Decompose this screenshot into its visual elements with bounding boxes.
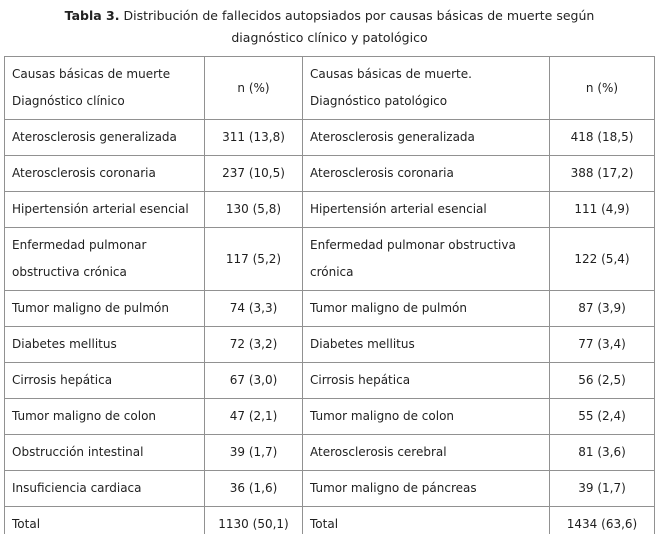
header-text: Causas básicas de muerte. — [310, 67, 472, 81]
value-cell: 117 (5,2) — [204, 227, 303, 291]
cause-cell: Tumor maligno de pulmón — [302, 290, 550, 327]
value-cell: 39 (1,7) — [549, 470, 655, 507]
header-text: Diagnóstico clínico — [12, 94, 125, 108]
caption-line-1: Tabla 3. Distribución de fallecidos auto… — [0, 5, 659, 27]
cause-cell: Insuficiencia cardiaca — [4, 470, 205, 507]
cause-cell: Enfermedad pulmonar obstructiva crónica — [302, 227, 550, 291]
cause-cell: Aterosclerosis generalizada — [4, 119, 205, 156]
cause-cell: Tumor maligno de colon — [302, 398, 550, 435]
value-cell: 122 (5,4) — [549, 227, 655, 291]
cause-cell: Tumor maligno de colon — [4, 398, 205, 435]
table-row: Tumor maligno de colon 47 (2,1) Tumor mali… — [4, 398, 655, 435]
header-pathological-diagnosis: Causas básicas de muerte. Diagnóstico pa… — [302, 56, 550, 120]
table-row: Tumor maligno de pulmón 74 (3,3) Tumor mal… — [4, 290, 655, 327]
cause-cell: Obstrucción intestinal — [4, 434, 205, 471]
cause-cell: Tumor maligno de páncreas — [302, 470, 550, 507]
value-cell: 1434 (63,6) — [549, 506, 655, 534]
header-row: Causas básicas de muerte Diagnóstico clí… — [4, 56, 655, 120]
autopsy-causes-table: Causas básicas de muerte Diagnóstico clí… — [4, 56, 655, 534]
value-cell: 130 (5,8) — [204, 191, 303, 228]
cause-cell: Total — [302, 506, 550, 534]
cause-cell: Aterosclerosis coronaria — [4, 155, 205, 192]
header-n-percent-pathological: n (%) — [549, 56, 655, 120]
table-header: Causas básicas de muerte Diagnóstico clí… — [4, 56, 655, 120]
cause-cell: Cirrosis hepática — [302, 362, 550, 399]
value-cell: 87 (3,9) — [549, 290, 655, 327]
value-cell: 311 (13,8) — [204, 119, 303, 156]
cause-cell: Diabetes mellitus — [4, 326, 205, 363]
table-caption: Tabla 3. Distribución de fallecidos auto… — [0, 0, 659, 49]
caption-line-2: diagnóstico clínico y patológico — [231, 30, 428, 45]
value-cell: 39 (1,7) — [204, 434, 303, 471]
cause-cell: Aterosclerosis generalizada — [302, 119, 550, 156]
value-cell: 55 (2,4) — [549, 398, 655, 435]
table-row: Enfermedad pulmonar obstructiva crónica 1… — [4, 227, 655, 291]
value-cell: 81 (3,6) — [549, 434, 655, 471]
cause-cell: Cirrosis hepática — [4, 362, 205, 399]
table-row: Aterosclerosis generalizada 311 (13,8) Ate… — [4, 119, 655, 156]
table-row: Aterosclerosis coronaria 237 (10,5) Ateros… — [4, 155, 655, 192]
header-n-percent-clinical: n (%) — [204, 56, 303, 120]
value-cell: 1130 (50,1) — [204, 506, 303, 534]
table-row: Obstrucción intestinal 39 (1,7) Ateroscler… — [4, 434, 655, 471]
value-cell: 72 (3,2) — [204, 326, 303, 363]
cause-cell: Hipertensión arterial esencial — [4, 191, 205, 228]
table-body: Aterosclerosis generalizada 311 (13,8) Ate… — [4, 119, 655, 534]
cause-cell: Total — [4, 506, 205, 534]
value-cell: 418 (18,5) — [549, 119, 655, 156]
value-cell: 67 (3,0) — [204, 362, 303, 399]
value-cell: 47 (2,1) — [204, 398, 303, 435]
table-row: Cirrosis hepática 67 (3,0) Cirrosis hepáti… — [4, 362, 655, 399]
table-row: Diabetes mellitus 72 (3,2) Diabetes mellit… — [4, 326, 655, 363]
value-cell: 111 (4,9) — [549, 191, 655, 228]
table-row: Insuficiencia cardiaca 36 (1,6) Tumor mali… — [4, 470, 655, 507]
value-cell: 36 (1,6) — [204, 470, 303, 507]
table-row: Hipertensión arterial esencial 130 (5,8) H… — [4, 191, 655, 228]
cause-cell: Tumor maligno de pulmón — [4, 290, 205, 327]
cause-cell: Enfermedad pulmonar obstructiva crónica — [4, 227, 205, 291]
header-text: Diagnóstico patológico — [310, 94, 448, 108]
value-cell: 56 (2,5) — [549, 362, 655, 399]
header-clinical-diagnosis: Causas básicas de muerte Diagnóstico clí… — [4, 56, 205, 120]
cause-cell: Diabetes mellitus — [302, 326, 550, 363]
caption-text: Distribución de fallecidos autopsiados p… — [119, 8, 595, 23]
cause-cell: Hipertensión arterial esencial — [302, 191, 550, 228]
cause-cell: Aterosclerosis cerebral — [302, 434, 550, 471]
value-cell: 237 (10,5) — [204, 155, 303, 192]
value-cell: 388 (17,2) — [549, 155, 655, 192]
value-cell: 74 (3,3) — [204, 290, 303, 327]
cause-cell: Aterosclerosis coronaria — [302, 155, 550, 192]
table-row: Total 1130 (50,1) Total 1434 (63,6) — [4, 506, 655, 534]
value-cell: 77 (3,4) — [549, 326, 655, 363]
header-text: Causas básicas de muerte — [12, 67, 171, 81]
caption-table-number: Tabla 3. — [64, 8, 120, 23]
